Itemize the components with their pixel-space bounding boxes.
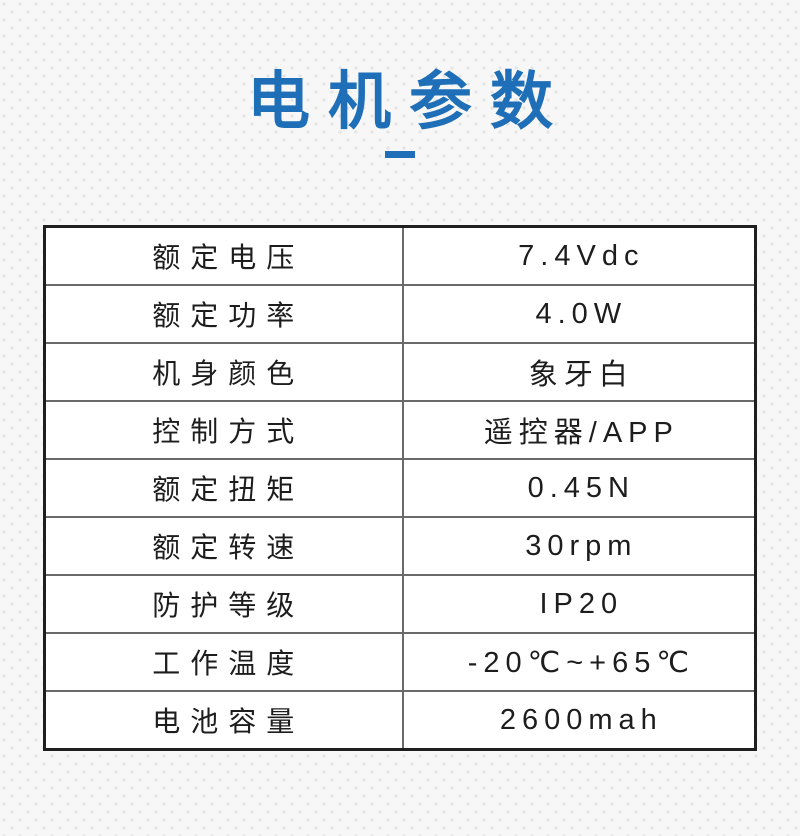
spec-label: 电池容量 xyxy=(43,690,404,751)
spec-value: 7.4Vdc xyxy=(401,225,757,286)
table-row: 额定功率 4.0W xyxy=(43,284,757,344)
spec-value: IP20 xyxy=(401,574,757,634)
spec-value: 4.0W xyxy=(401,284,757,344)
spec-label: 工作温度 xyxy=(43,632,404,692)
spec-label: 额定扭矩 xyxy=(43,458,404,518)
spec-value: 30rpm xyxy=(401,516,757,576)
table-row: 额定转速 30rpm xyxy=(43,516,757,576)
spec-label: 控制方式 xyxy=(43,400,404,460)
spec-label: 额定功率 xyxy=(43,284,404,344)
table-row: 机身颜色 象牙白 xyxy=(43,342,757,402)
spec-value: 遥控器/APP xyxy=(401,400,757,460)
motor-spec-table: 额定电压 7.4Vdc 额定功率 4.0W 机身颜色 象牙白 控制方式 遥控器/… xyxy=(43,225,757,751)
spec-label: 机身颜色 xyxy=(43,342,404,402)
spec-label: 额定转速 xyxy=(43,516,404,576)
table-row: 工作温度 -20℃~+65℃ xyxy=(43,632,757,692)
title-block: 电机参数 xyxy=(0,66,800,159)
spec-label: 额定电压 xyxy=(43,225,404,286)
table-row: 电池容量 2600mah xyxy=(43,690,757,751)
table-row: 额定电压 7.4Vdc xyxy=(43,225,757,286)
spec-value: 2600mah xyxy=(401,690,757,751)
table-row: 防护等级 IP20 xyxy=(43,574,757,634)
spec-value: 0.45N xyxy=(401,458,757,518)
page-title: 电机参数 xyxy=(247,67,571,137)
spec-value: 象牙白 xyxy=(401,342,757,402)
table-row: 控制方式 遥控器/APP xyxy=(43,400,757,460)
spec-label: 防护等级 xyxy=(43,574,404,634)
spec-value: -20℃~+65℃ xyxy=(401,632,757,692)
title-underline-accent xyxy=(385,151,415,159)
table-row: 额定扭矩 0.45N xyxy=(43,458,757,518)
